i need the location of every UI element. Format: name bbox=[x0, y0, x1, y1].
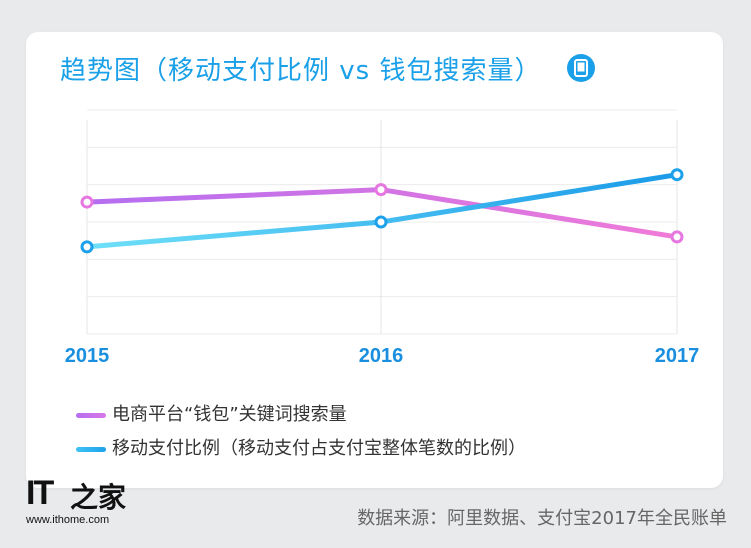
phone-icon bbox=[567, 54, 595, 82]
data-point bbox=[374, 215, 388, 229]
chart-title: 趋势图（移动支付比例 vs 钱包搜索量） bbox=[60, 56, 542, 86]
data-point bbox=[80, 240, 94, 254]
legend-item-wallet-search: 电商平台“钱包”关键词搜索量 bbox=[76, 400, 347, 426]
legend-label: 移动支付比例（移动支付占支付宝整体笔数的比例） bbox=[112, 438, 526, 459]
data-source-note: 数据来源：阿里数据、支付宝2017年全民账单 bbox=[357, 508, 727, 529]
logo-url: www.ithome.com bbox=[26, 514, 110, 526]
x-tick-label: 2017 bbox=[654, 345, 700, 367]
ithome-logo: IT 之家 www.ithome.com bbox=[26, 474, 126, 532]
logo-it-text: IT bbox=[26, 474, 54, 512]
x-tick-label: 2016 bbox=[358, 345, 404, 367]
data-point bbox=[670, 230, 684, 244]
legend-swatch bbox=[76, 446, 106, 452]
logo-home-glyph: 之家 bbox=[70, 481, 127, 514]
legend-label: 电商平台“钱包”关键词搜索量 bbox=[112, 404, 347, 425]
series-line-0 bbox=[84, 187, 680, 240]
chart-card bbox=[26, 32, 723, 488]
legend-swatch bbox=[76, 412, 106, 418]
data-point bbox=[670, 168, 684, 182]
data-point bbox=[80, 195, 94, 209]
x-tick-label: 2015 bbox=[64, 345, 110, 367]
data-point bbox=[374, 183, 388, 197]
legend-item-mobile-pay: 移动支付比例（移动支付占支付宝整体笔数的比例） bbox=[76, 434, 526, 460]
